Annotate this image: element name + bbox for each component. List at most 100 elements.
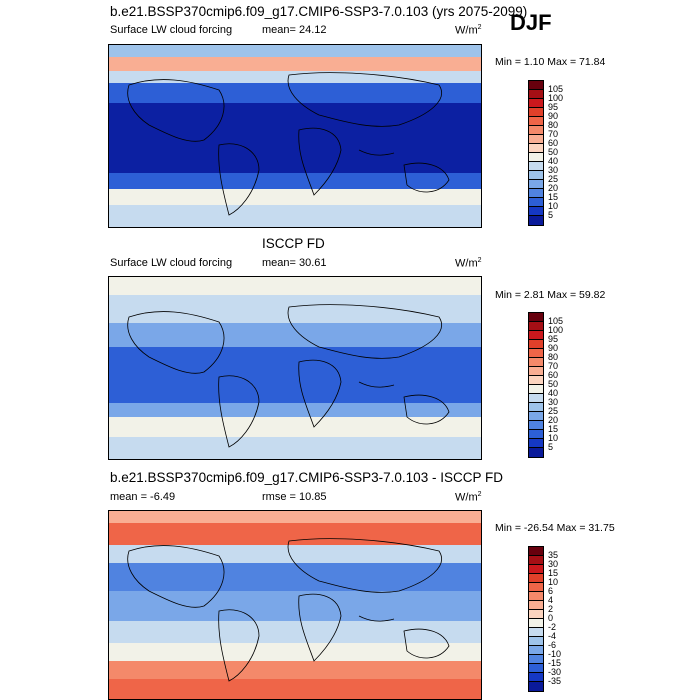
colorbar-tick-label: -2: [548, 622, 557, 632]
colorbar-tick-label: 70: [548, 361, 559, 371]
panel3-colorbar-segment: [529, 565, 543, 574]
panel1-colorbar-segment: [529, 162, 543, 171]
panel3-units: W/m2: [455, 491, 482, 504]
panel2-variable-label: Surface LW cloud forcing: [110, 257, 233, 269]
panel1-colorbar-segment: [529, 216, 543, 225]
panel1-colorbar-segment: [529, 180, 543, 189]
panel2-colorbar-segment: [529, 385, 543, 394]
panel3-map-svg: [109, 511, 481, 699]
panel1-colorbar-segment: [529, 207, 543, 216]
colorbar-tick-label: 0: [548, 613, 554, 623]
panel3-colorbar: [528, 546, 544, 692]
colorbar-tick-label: 90: [548, 111, 559, 121]
panel2-colorbar-segment: [529, 349, 543, 358]
panel1-title: b.e21.BSSP370cmip6.f09_g17.CMIP6-SSP3-7.…: [110, 4, 528, 19]
panel1-colorbar-segment: [529, 171, 543, 180]
panel2-units: W/m2: [455, 257, 482, 270]
panel2-map: [108, 276, 482, 460]
colorbar-tick-label: 10: [548, 577, 559, 587]
panel1-colorbar-segment: [529, 108, 543, 117]
colorbar-tick-label: 4: [548, 595, 554, 605]
colorbar-tick-label: 6: [548, 586, 554, 596]
panel1-mean-value: mean= 24.12: [262, 24, 327, 36]
panel1-units: W/m2: [455, 24, 482, 37]
colorbar-tick-label: 20: [548, 183, 559, 193]
panel2-minmax: Min = 2.81 Max = 59.82: [495, 289, 606, 301]
panel3-colorbar-segment: [529, 601, 543, 610]
panel2-colorbar-segment: [529, 394, 543, 403]
colorbar-tick-label: 90: [548, 343, 559, 353]
panel2-colorbar-segment: [529, 439, 543, 448]
panel3-colorbar-segment: [529, 556, 543, 565]
panel3-mean-value: mean = -6.49: [110, 491, 176, 503]
colorbar-tick-label: 30: [548, 397, 559, 407]
panel3-colorbar-segment: [529, 628, 543, 637]
panel1-colorbar-segment: [529, 135, 543, 144]
season-label: DJF: [510, 10, 552, 35]
panel3-colorbar-labels: 35 30 15 10 6 4 2 0 -2 -4 -6 -10 -15 -30…: [548, 546, 588, 690]
colorbar-tick-label: 30: [548, 559, 559, 569]
panel1-map: [108, 44, 482, 228]
colorbar-tick-label: 50: [548, 379, 559, 389]
colorbar-tick-label: 60: [548, 138, 559, 148]
colorbar-tick-label: 15: [548, 424, 559, 434]
panel2-mean-value: mean= 30.61: [262, 257, 327, 269]
panel3-minmax: Min = -26.54 Max = 31.75: [495, 522, 615, 534]
panel3-colorbar-segment: [529, 637, 543, 646]
colorbar-tick-label: 30: [548, 165, 559, 175]
colorbar-tick-label: 105: [548, 316, 564, 326]
colorbar-tick-label: 10: [548, 433, 559, 443]
panel1-colorbar-segment: [529, 117, 543, 126]
panel3-colorbar-segment: [529, 583, 543, 592]
panel2-colorbar-segment: [529, 430, 543, 439]
panel2-colorbar-segment: [529, 313, 543, 322]
panel1-colorbar-segment: [529, 189, 543, 198]
colorbar-tick-label: 50: [548, 147, 559, 157]
panel3-title: b.e21.BSSP370cmip6.f09_g17.CMIP6-SSP3-7.…: [110, 470, 503, 485]
panel3-colorbar-segment: [529, 655, 543, 664]
panel3-colorbar-segment: [529, 610, 543, 619]
panel3-map: [108, 510, 482, 700]
colorbar-tick-label: -4: [548, 631, 557, 641]
colorbar-tick-label: 100: [548, 325, 564, 335]
colorbar-tick-label: 5: [548, 210, 554, 220]
panel2-colorbar-segment: [529, 358, 543, 367]
colorbar-tick-label: 105: [548, 84, 564, 94]
panel2-map-svg: [109, 277, 481, 459]
colorbar-tick-label: -35: [548, 676, 562, 686]
colorbar-tick-label: 95: [548, 102, 559, 112]
colorbar-tick-label: 25: [548, 174, 559, 184]
panel3-colorbar-segment: [529, 673, 543, 682]
panel3-rmse-value: rmse = 10.85: [262, 491, 327, 503]
colorbar-tick-label: 10: [548, 201, 559, 211]
panel2-colorbar: [528, 312, 544, 458]
panel3-colorbar-segment: [529, 619, 543, 628]
colorbar-tick-label: -10: [548, 649, 562, 659]
panel2-colorbar-segment: [529, 367, 543, 376]
colorbar-tick-label: 40: [548, 388, 559, 398]
panel2-colorbar-labels: 105 100 95 90 80 70 60 50 40 30 25 20 15…: [548, 312, 588, 456]
colorbar-tick-label: 40: [548, 156, 559, 166]
panel2-colorbar-segment: [529, 412, 543, 421]
panel3-colorbar-segment: [529, 592, 543, 601]
colorbar-tick-label: -30: [548, 667, 562, 677]
panel1-variable-label: Surface LW cloud forcing: [110, 24, 233, 36]
colorbar-tick-label: 25: [548, 406, 559, 416]
colorbar-tick-label: 80: [548, 120, 559, 130]
colorbar-tick-label: 15: [548, 568, 559, 578]
colorbar-tick-label: 15: [548, 192, 559, 202]
colorbar-tick-label: 80: [548, 352, 559, 362]
colorbar-tick-label: -15: [548, 658, 562, 668]
panel1-colorbar-segment: [529, 90, 543, 99]
colorbar-tick-label: 60: [548, 370, 559, 380]
colorbar-tick-label: -6: [548, 640, 557, 650]
panel1-colorbar-labels: 105 100 95 90 80 70 60 50 40 30 25 20 15…: [548, 80, 588, 224]
panel3-colorbar-segment: [529, 646, 543, 655]
panel2-title: ISCCP FD: [262, 236, 325, 251]
colorbar-tick-label: 100: [548, 93, 564, 103]
panel1-minmax: Min = 1.10 Max = 71.84: [495, 56, 606, 68]
panel2-colorbar-segment: [529, 421, 543, 430]
colorbar-tick-label: 5: [548, 442, 554, 452]
panel1-map-svg: [109, 45, 481, 227]
panel3-colorbar-segment: [529, 547, 543, 556]
